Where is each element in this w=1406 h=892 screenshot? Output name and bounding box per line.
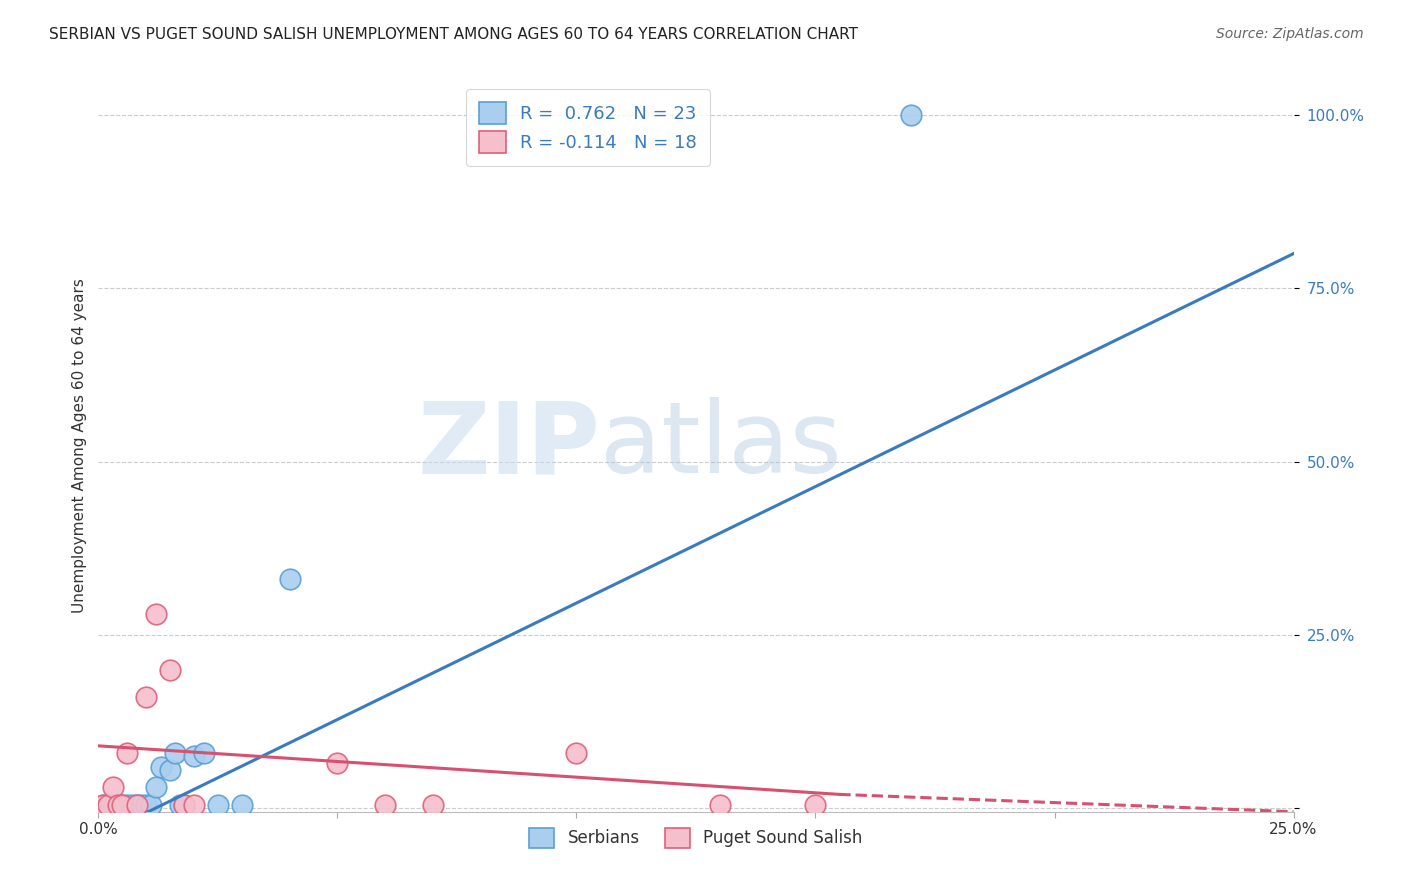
Point (231, 797, 253, 812)
Point (111, 797, 134, 812)
Point (91, 797, 114, 812)
Point (374, 797, 396, 812)
Point (183, 797, 205, 812)
Point (125, 797, 148, 812)
Point (173, 797, 195, 812)
Point (173, 797, 195, 812)
Text: ZIP: ZIP (418, 398, 600, 494)
Text: Source: ZipAtlas.com: Source: ZipAtlas.com (1216, 27, 1364, 41)
Point (97, 797, 120, 812)
Point (709, 797, 731, 812)
Point (121, 797, 143, 812)
Point (111, 797, 134, 812)
Point (135, 690, 157, 705)
Point (97, 797, 120, 812)
Point (565, 746, 588, 760)
Point (107, 797, 129, 812)
Point (159, 663, 181, 677)
Point (145, 780, 167, 795)
Point (169, 797, 191, 812)
Y-axis label: Unemployment Among Ages 60 to 64 years: Unemployment Among Ages 60 to 64 years (72, 278, 87, 614)
Point (115, 797, 138, 812)
Point (101, 780, 124, 795)
Point (101, 797, 124, 812)
Legend: Serbians, Puget Sound Salish: Serbians, Puget Sound Salish (523, 821, 869, 855)
Point (131, 797, 153, 812)
Point (139, 797, 162, 812)
Point (159, 763, 181, 777)
Point (207, 797, 229, 812)
Point (145, 607, 167, 621)
Point (278, 573, 301, 587)
Point (91, 797, 114, 812)
Point (183, 749, 205, 764)
Point (149, 759, 172, 773)
Point (163, 746, 186, 760)
Point (115, 746, 138, 760)
Point (422, 797, 444, 812)
Text: atlas: atlas (600, 398, 842, 494)
Text: SERBIAN VS PUGET SOUND SALISH UNEMPLOYMENT AMONG AGES 60 TO 64 YEARS CORRELATION: SERBIAN VS PUGET SOUND SALISH UNEMPLOYME… (49, 27, 858, 42)
Point (900, 108, 922, 122)
Point (125, 797, 148, 812)
Point (135, 797, 157, 812)
Point (107, 797, 129, 812)
Point (326, 756, 349, 771)
Point (193, 746, 215, 760)
Point (804, 797, 827, 812)
